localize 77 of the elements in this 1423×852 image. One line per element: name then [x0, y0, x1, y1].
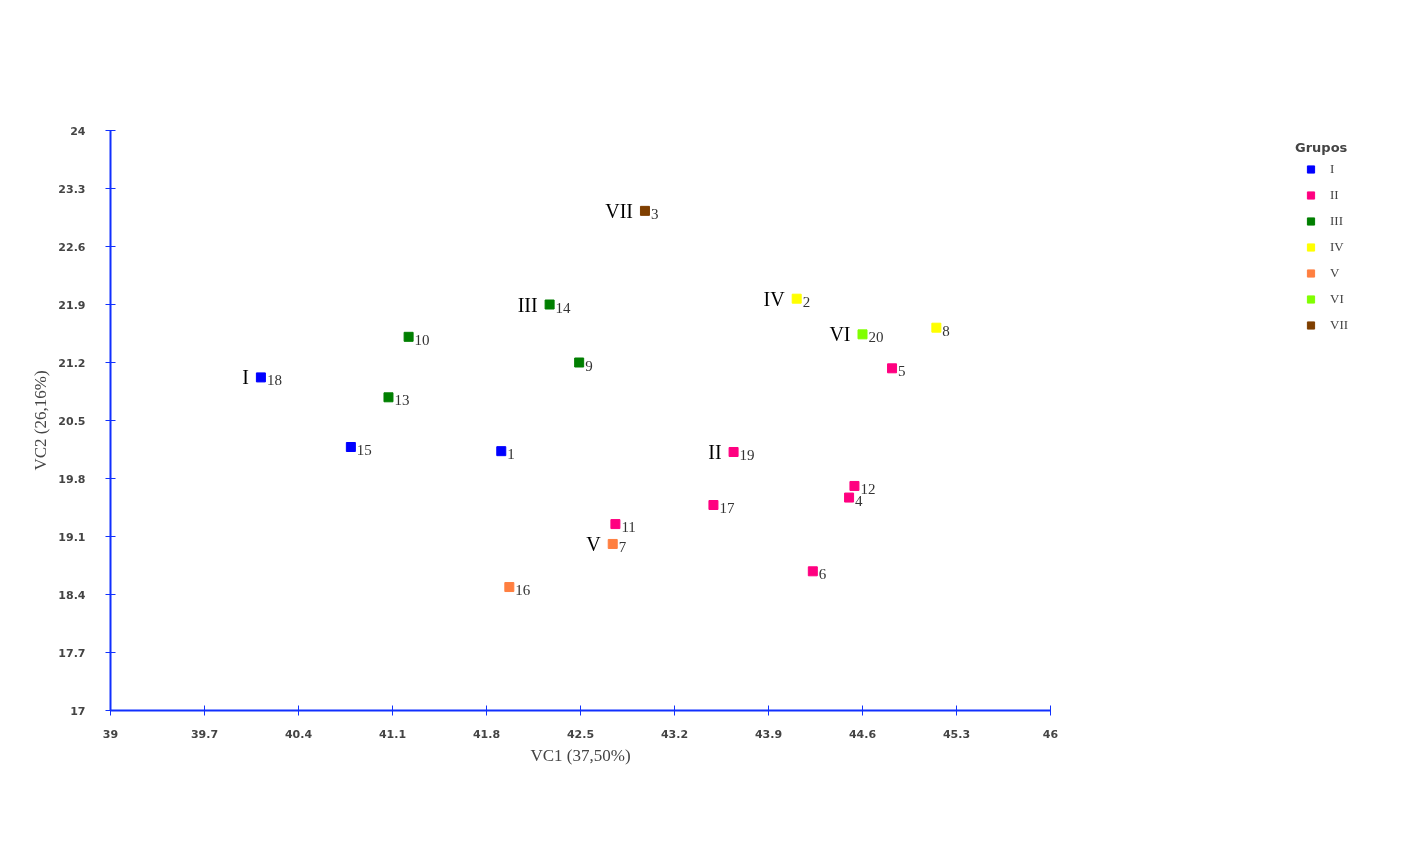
y-tick-label: 17.7 [58, 646, 86, 660]
point [383, 392, 394, 403]
y-tick-label: 19.1 [58, 530, 86, 544]
point [639, 205, 650, 216]
point [728, 446, 739, 457]
annotation: 16 [515, 582, 531, 599]
x-tick-label: 41.1 [378, 727, 407, 741]
y-tick-label: 21.9 [58, 298, 86, 312]
y-tick-label: 24 [70, 124, 86, 138]
point [857, 329, 868, 340]
annotation: 15 [356, 442, 372, 459]
legend-label: VI [1330, 291, 1345, 307]
text: V [586, 532, 601, 555]
legend-title: Grupos [1295, 140, 1349, 155]
text: VII [605, 199, 633, 222]
legend-label: V [1330, 265, 1341, 281]
annotation: 17 [719, 500, 735, 517]
annotation: 14 [555, 299, 572, 316]
annotation: 11 [621, 519, 636, 536]
y-tick-label: 17 [70, 704, 86, 718]
text: I [242, 366, 249, 389]
annotation: 10 [414, 331, 430, 348]
annotation: 7 [618, 538, 627, 555]
point [496, 446, 507, 457]
point [610, 519, 621, 530]
text: VI [829, 323, 851, 346]
text: III [517, 293, 538, 316]
point [849, 480, 860, 491]
point [931, 322, 942, 333]
y-tick-label: 21.2 [58, 356, 86, 370]
point [791, 293, 802, 304]
point [607, 538, 618, 549]
point [403, 331, 414, 342]
x-axis-title: VC1 (37,50%) [530, 745, 631, 765]
legend-label: IV [1330, 239, 1345, 255]
legend-label: VII [1330, 317, 1350, 333]
point [255, 372, 266, 383]
y-tick-label: 23.3 [58, 182, 86, 196]
x-tick-label: 43.2 [660, 727, 689, 741]
x-tick-label: 42.5 [566, 727, 595, 741]
y-tick-label: 19.8 [58, 472, 86, 486]
x-tick-label: 45.3 [942, 727, 971, 741]
point [844, 492, 855, 503]
x-tick-label: 46 [1042, 727, 1059, 741]
x-tick-label: 40.4 [284, 727, 313, 741]
annotation: 1 [507, 446, 515, 463]
annotation: 20 [868, 329, 884, 346]
x-tick-label: 43.9 [754, 727, 783, 741]
point [574, 357, 585, 368]
point [504, 582, 515, 593]
y-tick-label: 18.4 [58, 588, 86, 602]
x-tick-label: 39.7 [190, 727, 219, 741]
annotation: 5 [898, 363, 906, 380]
text: IV [763, 287, 785, 310]
point [887, 363, 898, 374]
annotation: 19 [739, 446, 755, 463]
annotation: 9 [585, 357, 593, 374]
x-tick-label: 44.6 [848, 727, 877, 741]
x-tick-label: 39 [102, 727, 119, 741]
text: II [708, 440, 722, 463]
legend-label: II [1330, 187, 1340, 203]
point [345, 442, 356, 453]
x-tick-label: 41.8 [472, 727, 501, 741]
point [807, 566, 818, 577]
annotation: 18 [266, 372, 282, 389]
legend-label: I [1330, 161, 1336, 177]
annotation: 6 [818, 566, 827, 583]
point [544, 299, 555, 310]
annotation: 8 [942, 322, 950, 339]
annotation: 2 [802, 293, 811, 310]
y-tick-label: 20.5 [58, 414, 86, 428]
annotation: 13 [394, 392, 410, 409]
legend-label: III [1330, 213, 1344, 229]
point [708, 500, 719, 511]
y-axis-title: VC2 (26,16%) [31, 370, 51, 471]
annotation: 3 [650, 205, 659, 222]
y-tick-label: 22.6 [58, 240, 86, 254]
